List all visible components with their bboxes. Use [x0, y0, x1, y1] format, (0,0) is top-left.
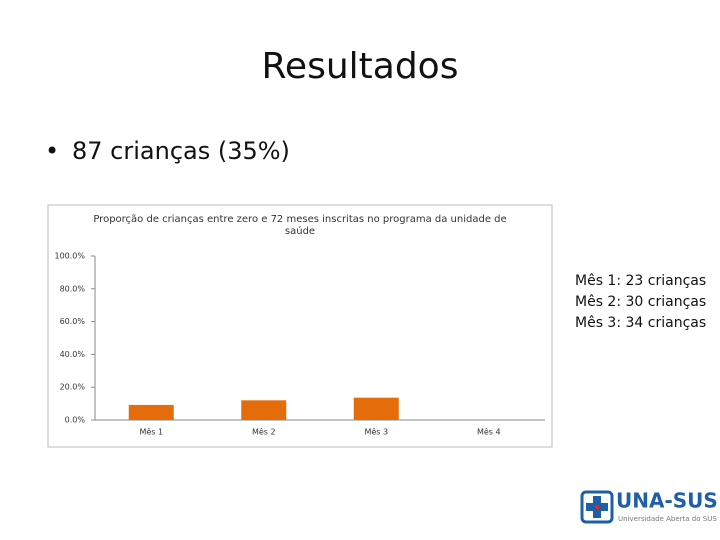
bullet-marker: • [45, 137, 59, 165]
chart-title: Proporção de crianças entre zero e 72 me… [93, 214, 507, 237]
note: Mês 1: 23 crianças [575, 273, 706, 289]
y-tick-label: 60.0% [60, 317, 86, 326]
slide-title: Resultados [262, 46, 459, 87]
y-tick-label: 20.0% [60, 383, 86, 392]
bar [353, 397, 399, 420]
x-tick-label: Mês 3 [364, 427, 388, 437]
bar [128, 404, 174, 420]
y-tick-label: 0.0% [65, 416, 86, 425]
logo-name: UNA-SUS [616, 489, 718, 513]
logo-subtitle: Universidade Aberta do SUS [618, 515, 717, 523]
x-tick-label: Mês 2 [252, 427, 276, 437]
logo-icon [580, 490, 614, 524]
y-tick-label: 40.0% [60, 350, 86, 359]
x-tick-label: Mês 1 [139, 427, 163, 437]
y-tick-label: 80.0% [60, 284, 86, 293]
note: Mês 2: 30 crianças [575, 294, 706, 310]
x-tick-label: Mês 4 [477, 427, 501, 437]
y-tick-label: 100.0% [54, 252, 85, 261]
bullet-text: 87 crianças (35%) [72, 137, 290, 165]
note: Mês 3: 34 crianças [575, 315, 706, 331]
chart-frame [47, 204, 553, 448]
bar [241, 400, 287, 420]
